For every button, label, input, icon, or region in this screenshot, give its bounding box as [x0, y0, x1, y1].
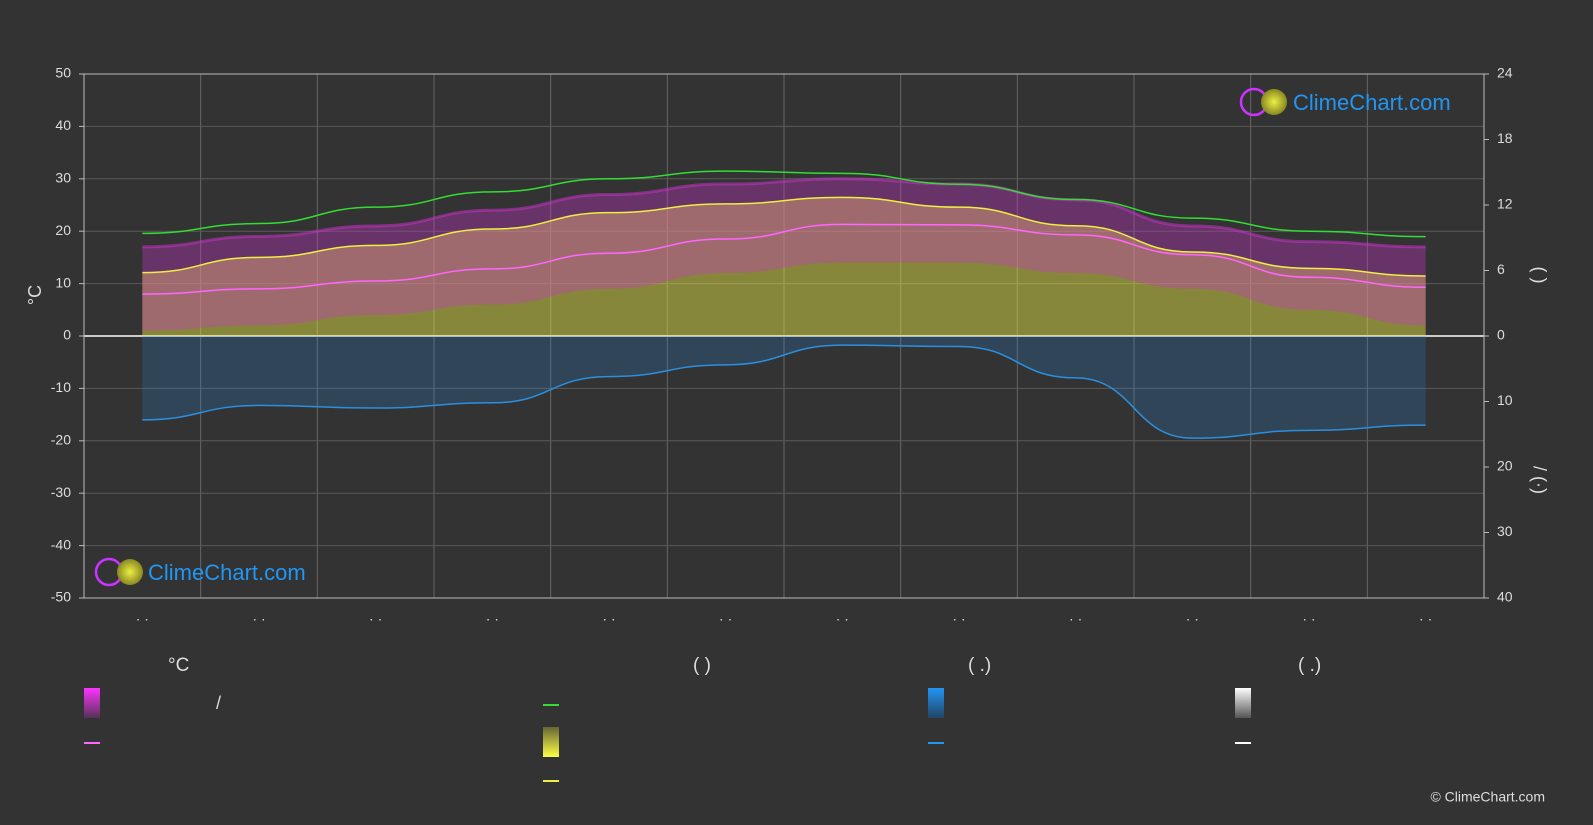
y-axis-label: °C	[25, 285, 45, 305]
y-tick-label: -30	[51, 484, 71, 500]
x-tick-label: · ·	[369, 611, 382, 627]
logo-sun	[1261, 89, 1287, 115]
x-tick-label: · ·	[602, 611, 615, 627]
logo-bottom: ClimeChart.com	[94, 557, 306, 587]
x-tick-label: · ·	[1069, 611, 1082, 627]
y-tick-label: 30	[55, 170, 71, 186]
series-line	[142, 196, 1426, 277]
logo-text: ClimeChart.com	[1293, 90, 1451, 115]
area	[142, 197, 1426, 336]
y2-axis-label: ( )	[1529, 267, 1549, 284]
legend-header: ( )	[693, 655, 711, 676]
y-tick-label: 50	[55, 65, 71, 81]
y3-tick-label: 20	[1497, 458, 1513, 474]
x-tick-label: · ·	[836, 611, 849, 627]
y2-tick-label: 6	[1497, 261, 1505, 277]
x-tick-label: · ·	[1302, 611, 1315, 627]
logo-sun	[117, 559, 143, 585]
y-tick-label: 0	[63, 327, 71, 343]
legend-swatch	[928, 688, 944, 718]
y3-tick-label: 30	[1497, 523, 1513, 539]
legend-header: ( .)	[1298, 655, 1321, 676]
legend-text: /	[216, 693, 221, 713]
x-tick-label: · ·	[252, 611, 265, 627]
legend-header: °C	[168, 655, 189, 676]
series-line	[142, 170, 1426, 238]
logo-top: ClimeChart.com	[1239, 87, 1451, 117]
plot-area	[83, 73, 1485, 599]
temp-range-band	[142, 178, 1426, 331]
x-tick-label: · ·	[136, 611, 149, 627]
y3-tick-label: 40	[1497, 589, 1513, 605]
x-tick-label: · ·	[1186, 611, 1199, 627]
x-tick-label: · ·	[486, 611, 499, 627]
y3-axis-label: / (·)	[1529, 466, 1549, 494]
area	[142, 336, 1426, 439]
x-tick-label: · ·	[719, 611, 732, 627]
series-line	[142, 223, 1426, 295]
y-tick-label: 10	[55, 274, 71, 290]
logo-text: ClimeChart.com	[148, 560, 306, 585]
legend-swatch	[543, 727, 559, 757]
legend-swatch	[1235, 688, 1251, 718]
y2-tick-label: 12	[1497, 196, 1513, 212]
y2-tick-label: 24	[1497, 65, 1513, 81]
legend-swatch	[84, 688, 100, 718]
y-tick-label: -20	[51, 432, 71, 448]
x-tick-label: · ·	[1419, 611, 1432, 627]
y-tick-label: -40	[51, 536, 71, 552]
y-tick-label: 40	[55, 117, 71, 133]
y2-tick-label: 18	[1497, 130, 1513, 146]
x-tick-label: · ·	[952, 611, 965, 627]
y-tick-label: -50	[51, 589, 71, 605]
y3-tick-label: 10	[1497, 392, 1513, 408]
legend-header: ( .)	[968, 655, 991, 676]
y-tick-label: 20	[55, 222, 71, 238]
temp-range-top	[142, 177, 1426, 249]
copyright: © ClimeChart.com	[1430, 789, 1545, 805]
y-tick-label: -10	[51, 379, 71, 395]
series-line	[142, 344, 1426, 439]
y2-tick-label: 0	[1497, 327, 1505, 343]
